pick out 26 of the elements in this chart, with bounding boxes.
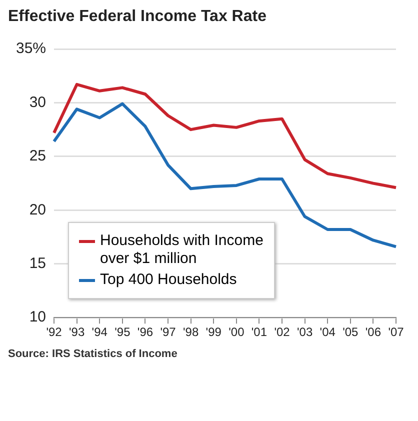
y-tick-label: 25 xyxy=(29,148,46,165)
legend-label: Top 400 Households xyxy=(100,271,237,289)
x-tick-label: '02 xyxy=(274,325,290,340)
y-tick-label: 35% xyxy=(16,40,46,58)
x-tick-label: '03 xyxy=(296,325,313,340)
x-tick-label: '06 xyxy=(365,325,382,340)
x-tick-label: '94 xyxy=(92,325,108,340)
x-tick-label: '05 xyxy=(342,325,359,340)
y-tick-label: 15 xyxy=(29,255,46,272)
x-tick-label: '97 xyxy=(160,325,176,340)
x-tick-label: '99 xyxy=(206,325,222,340)
chart-title: Effective Federal Income Tax Rate xyxy=(8,8,268,26)
source-note: Source: IRS Statistics of Income xyxy=(8,348,178,360)
x-tick-label: '93 xyxy=(69,325,85,340)
x-tick-label: '92 xyxy=(46,325,62,340)
x-tick-label: '07 xyxy=(388,325,404,340)
x-tick-label: '98 xyxy=(182,325,199,340)
legend-label: Households with Income over $1 million xyxy=(100,232,264,268)
y-tick-label: 10 xyxy=(29,308,46,326)
y-tick-label: 20 xyxy=(29,201,46,218)
x-tick-label: '01 xyxy=(251,325,268,340)
x-tick-label: '96 xyxy=(137,325,154,340)
x-tick-label: '95 xyxy=(114,325,131,340)
x-tick-label: '04 xyxy=(320,325,336,340)
x-tick-label: '00 xyxy=(228,325,245,340)
y-tick-label: 30 xyxy=(29,94,46,111)
